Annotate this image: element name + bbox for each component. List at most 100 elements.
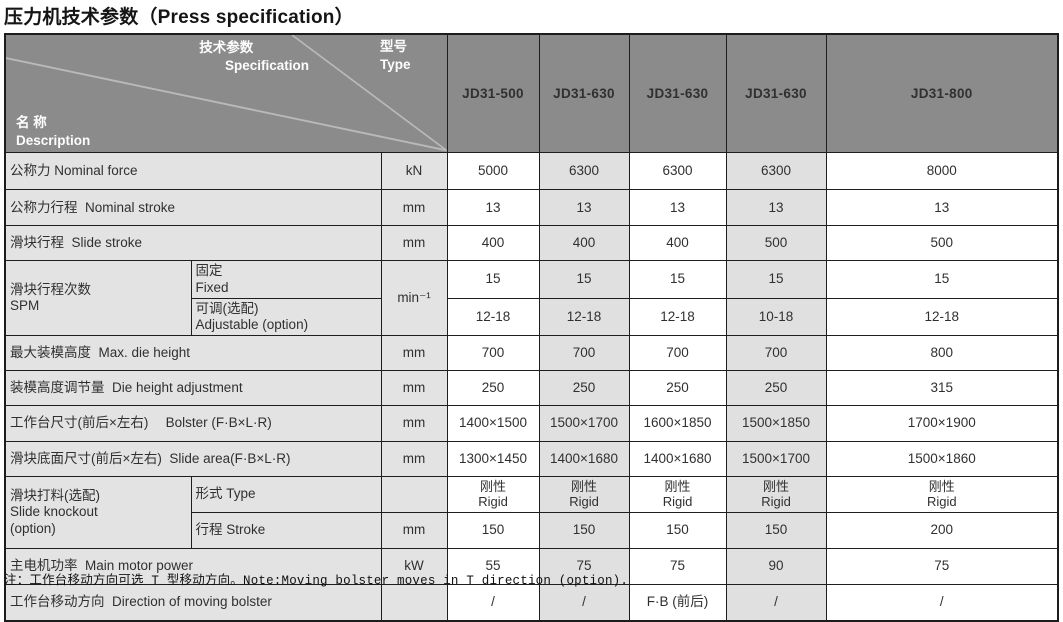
row-label-slide-knockout: 滑块打料(选配) Slide knockout (option): [4, 476, 192, 550]
value-cell: 10-18: [725, 297, 827, 337]
row-label-die-height-adjustment: 装模高度调节量 Die height adjustment: [4, 370, 382, 407]
table-row: 可调(选配) Adjustable (option) 12-18 12-18 1…: [5, 297, 1059, 337]
row-sublabel-spm-adjustable: 可调(选配) Adjustable (option): [190, 297, 382, 337]
value-cell: 700: [538, 335, 630, 372]
table-row: 公称力行程 Nominal stroke mm 13 13 13 13 13: [4, 189, 1059, 227]
corner-spec-label-en: Specification: [224, 58, 310, 73]
model-header-5: JD31-800: [825, 33, 1059, 154]
value-cell: 250: [446, 370, 540, 407]
value-cell: 1500×1850: [725, 405, 827, 443]
unit-cell: mm: [380, 189, 448, 227]
value-cell: 400: [446, 225, 540, 262]
corner-type-label: 型号 Type: [380, 39, 411, 72]
unit-cell: mm: [380, 405, 448, 443]
unit-cell: [380, 476, 448, 514]
table-row: 最大装模高度 Max. die height mm 700 700 700 70…: [4, 335, 1059, 372]
value-cell: 500: [825, 225, 1059, 262]
unit-cell: kN: [380, 152, 448, 191]
value-cell: 200: [825, 512, 1059, 550]
value-cell: 250: [538, 370, 630, 407]
value-cell: 150: [538, 512, 630, 550]
corner-diagonal-lines: [6, 35, 446, 152]
row-label-spm: 滑块行程次数 SPM: [4, 260, 192, 337]
table-row: 主电机功率 Main motor power kW 55 75 75 90 75: [4, 548, 1059, 586]
value-cell: 1700×1900: [825, 405, 1059, 443]
page-title: 压力机技术参数（Press specification）: [4, 7, 354, 28]
unit-cell: mm: [380, 370, 448, 407]
value-cell: 700: [628, 335, 727, 372]
value-cell: 15: [725, 260, 827, 299]
footnote: 注：工作台移动方向可选 T 型移动方向。Note:Moving bolster …: [4, 574, 629, 588]
value-cell: 12-18: [446, 297, 540, 337]
unit-cell: mm: [380, 512, 448, 550]
header-row: 技术参数 Specification 型号 Type 名 称 Descripti…: [4, 33, 1059, 154]
row-label-nominal-stroke: 公称力行程 Nominal stroke: [4, 189, 382, 227]
row-sublabel-spm-fixed: 固定 Fixed: [190, 260, 382, 299]
table-row: 滑块打料(选配) Slide knockout (option) 形式 Type…: [4, 476, 1059, 550]
value-cell: 刚性 Rigid: [725, 476, 827, 514]
value-cell: 315: [825, 370, 1059, 407]
value-cell: 1500×1700: [538, 405, 630, 443]
value-cell: 1600×1850: [628, 405, 727, 443]
value-cell: 700: [446, 335, 540, 372]
value-cell: 刚性 Rigid: [538, 476, 630, 514]
value-cell: 12-18: [825, 297, 1059, 337]
model-header-4: JD31-630: [725, 33, 827, 154]
value-cell: 150: [725, 512, 827, 550]
corner-name-label: 名 称 Description: [16, 115, 91, 148]
table-row: 滑块底面尺寸(前后×左右) Slide area(F·B×L·R) mm 130…: [4, 441, 1059, 478]
model-header-2: JD31-630: [538, 33, 630, 154]
model-header-1: JD31-500: [446, 33, 540, 154]
value-cell: 1500×1860: [825, 441, 1059, 478]
table-row: 装模高度调节量 Die height adjustment mm 250 250…: [4, 370, 1059, 407]
unit-cell: mm: [380, 335, 448, 372]
corner-spec-label-zh: 技术参数: [199, 40, 254, 55]
corner-header-cell: 技术参数 Specification 型号 Type 名 称 Descripti…: [4, 33, 448, 154]
unit-cell: min⁻¹: [380, 260, 448, 337]
value-cell: 13: [825, 189, 1059, 227]
table-row: 滑块行程次数 SPM 固定 Fixed min⁻¹ 15 15 15 15 15: [4, 260, 1059, 337]
row-label-slide-stroke: 滑块行程 Slide stroke: [4, 225, 382, 262]
value-cell: 75: [825, 548, 1059, 586]
value-cell: 12-18: [538, 297, 630, 337]
value-cell: 6300: [628, 152, 727, 191]
value-cell: 15: [538, 260, 630, 299]
value-cell: 6300: [538, 152, 630, 191]
value-cell: 700: [725, 335, 827, 372]
value-cell: 1300×1450: [446, 441, 540, 478]
value-cell: 12-18: [628, 297, 727, 337]
row-label-bolster-size: 工作台尺寸(前后×左右) Bolster (F·B×L·R): [4, 405, 382, 443]
value-cell: 刚性 Rigid: [628, 476, 727, 514]
row-label-motor-power: 主电机功率 Main motor power: [4, 548, 382, 586]
row-label-nominal-force: 公称力 Nominal force: [4, 152, 382, 191]
value-cell: 75: [628, 548, 727, 586]
model-header-3: JD31-630: [628, 33, 727, 154]
value-cell: 1400×1680: [538, 441, 630, 478]
value-cell: 250: [725, 370, 827, 407]
value-cell: 1400×1500: [446, 405, 540, 443]
value-cell: 400: [628, 225, 727, 262]
value-cell: 6300: [725, 152, 827, 191]
value-cell: 5000: [446, 152, 540, 191]
value-cell: 刚性 Rigid: [825, 476, 1059, 514]
value-cell: 13: [725, 189, 827, 227]
unit-cell: mm: [380, 225, 448, 262]
value-cell: 15: [446, 260, 540, 299]
value-cell: 13: [628, 189, 727, 227]
value-cell: 150: [628, 512, 727, 550]
value-cell: 8000: [825, 152, 1059, 191]
row-label-slide-area: 滑块底面尺寸(前后×左右) Slide area(F·B×L·R): [4, 441, 382, 478]
value-cell: 1500×1700: [725, 441, 827, 478]
value-cell: 90: [725, 548, 827, 586]
value-cell: 15: [825, 260, 1059, 299]
value-cell: 250: [628, 370, 727, 407]
value-cell: 13: [446, 189, 540, 227]
spec-table: 技术参数 Specification 型号 Type 名 称 Descripti…: [4, 33, 1059, 622]
value-cell: 15: [628, 260, 727, 299]
value-cell: 500: [725, 225, 827, 262]
value-cell: 1400×1680: [628, 441, 727, 478]
value-cell: 800: [825, 335, 1059, 372]
table-row: 行程 Stroke mm 150 150 150 150 200: [5, 512, 1059, 550]
row-label-max-die-height: 最大装模高度 Max. die height: [4, 335, 382, 372]
row-sublabel-knockout-stroke: 行程 Stroke: [190, 512, 382, 550]
